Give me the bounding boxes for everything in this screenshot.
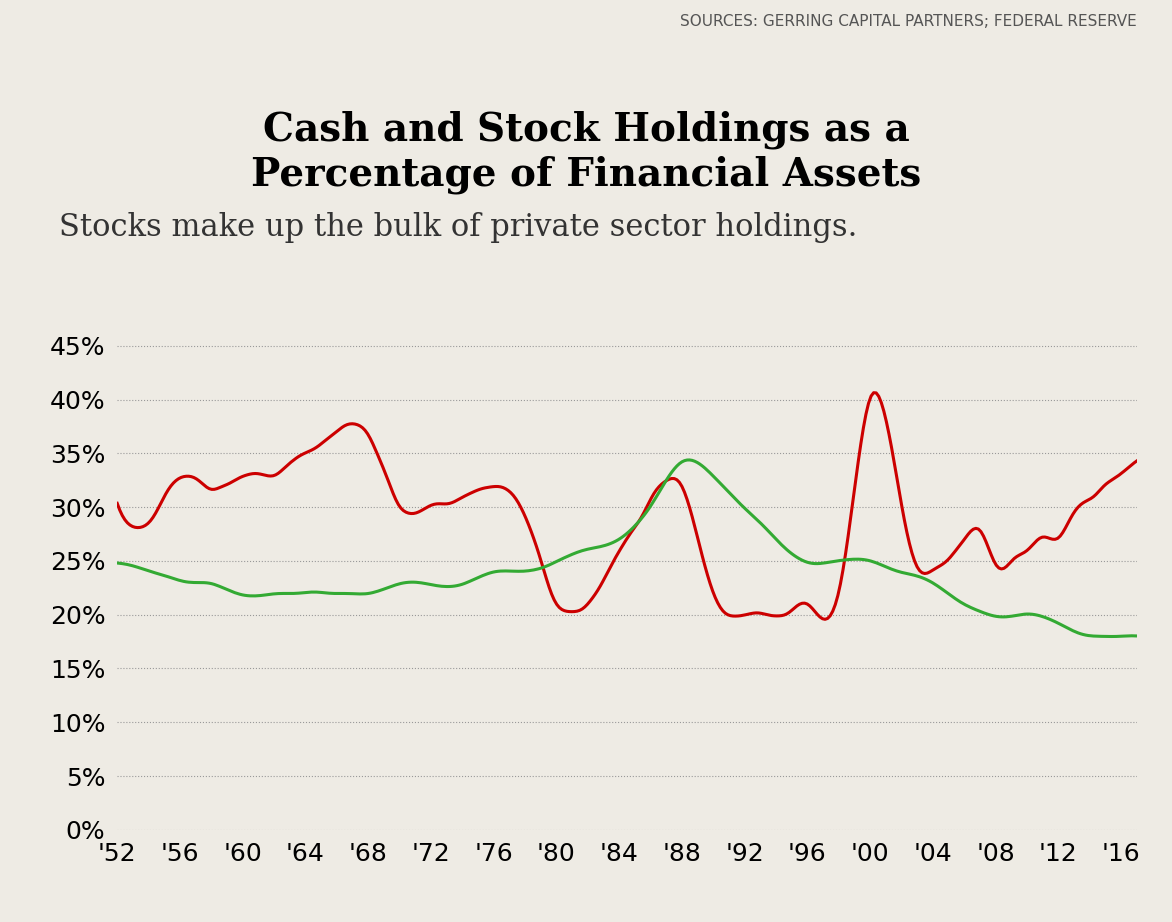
Text: Stocks make up the bulk of private sector holdings.: Stocks make up the bulk of private secto… [59,212,857,243]
Text: Cash and Stock Holdings as a
Percentage of Financial Assets: Cash and Stock Holdings as a Percentage … [251,111,921,194]
Text: SOURCES: GERRING CAPITAL PARTNERS; FEDERAL RESERVE: SOURCES: GERRING CAPITAL PARTNERS; FEDER… [680,14,1137,29]
